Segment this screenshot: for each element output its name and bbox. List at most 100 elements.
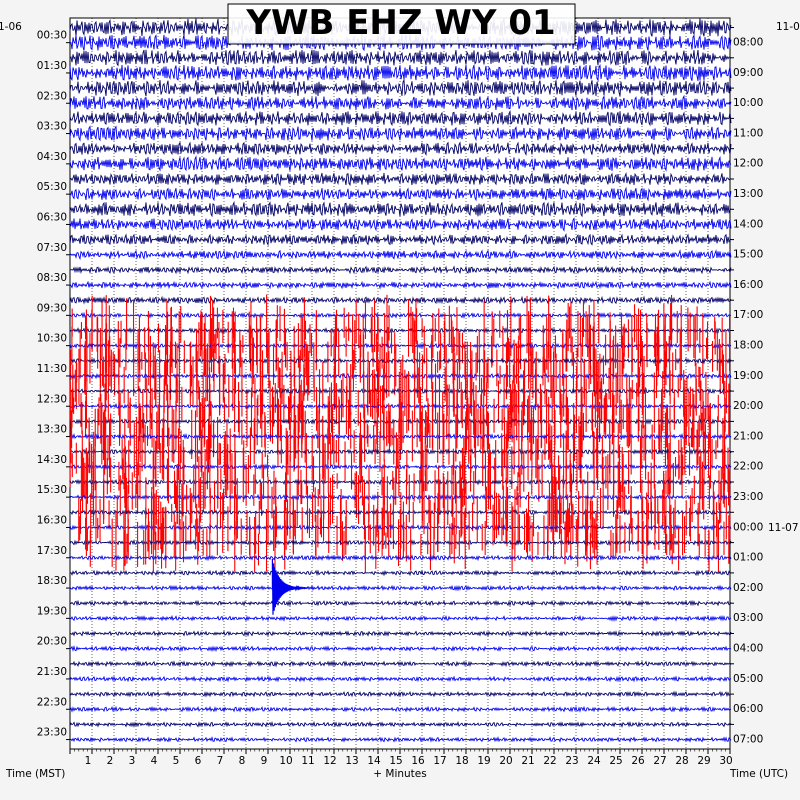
chart-title: YWB EHZ WY 01	[245, 3, 555, 43]
right-tick-label: 18:00	[733, 340, 763, 352]
minute-tick-label: 11	[301, 755, 314, 767]
minute-tick-label: 6	[195, 755, 202, 767]
seismogram-traces	[69, 17, 732, 743]
trace-line	[69, 705, 732, 713]
minute-tick-label: 15	[389, 755, 402, 767]
left-tick-label: 08:30	[37, 272, 67, 284]
left-tick-label: 16:30	[37, 514, 67, 526]
right-tick-label: 05:00	[733, 673, 763, 685]
trace-line	[69, 265, 732, 275]
left-tick-label: 01:30	[37, 60, 67, 72]
minute-tick-label: 29	[697, 755, 710, 767]
left-tick-label: 23:30	[37, 727, 67, 739]
minute-tick-label: 8	[239, 755, 246, 767]
trace-line	[69, 645, 732, 653]
left-tick-label: 21:30	[37, 666, 67, 678]
right-tick-label: 13:00	[733, 188, 763, 200]
right-tick-label: 14:00	[733, 218, 763, 230]
left-tick-label: 07:30	[37, 242, 67, 254]
trace-line	[69, 49, 732, 67]
minute-tick-label: 4	[151, 755, 158, 767]
right-tick-label: 00:00	[733, 521, 763, 533]
minute-tick-label: 2	[107, 755, 114, 767]
trace-line	[69, 720, 732, 728]
right-tick-label: 01:00	[733, 552, 763, 564]
right-tick-label: 07:00	[733, 733, 763, 745]
left-tick-label: 04:30	[37, 151, 67, 163]
left-tick-label: 10:30	[37, 333, 67, 345]
left-tick-label: 18:30	[37, 575, 67, 587]
right-tick-label: 15:00	[733, 249, 763, 261]
date-right-label: 11-0	[776, 21, 800, 33]
minute-tick-label: 24	[587, 755, 601, 767]
minute-tick-label: 22	[543, 755, 556, 767]
trace-line	[69, 630, 732, 638]
trace-line	[69, 463, 732, 471]
x-axis-label: + Minutes	[373, 768, 426, 780]
minute-tick-label: 18	[455, 755, 468, 767]
minute-tick-label: 30	[719, 755, 732, 767]
right-tick-label: 16:00	[733, 279, 763, 291]
left-tick-label: 14:30	[37, 454, 67, 466]
trace-line	[69, 554, 732, 562]
trace-line	[69, 109, 732, 127]
trace-line	[69, 249, 732, 261]
minute-tick-label: 5	[173, 755, 180, 767]
right-tick-label: 11:00	[733, 127, 763, 139]
right-tick-label: 09:00	[733, 67, 763, 79]
minute-tick-label: 28	[675, 755, 688, 767]
trace-line	[69, 295, 732, 305]
right-tick-label: 17:00	[733, 309, 763, 321]
right-tick-label: 10:00	[733, 97, 763, 109]
trace-line	[69, 78, 732, 97]
minute-tick-label: 12	[323, 755, 336, 767]
trace-line	[69, 614, 732, 622]
minute-tick-label: 19	[477, 755, 490, 767]
trace-line	[69, 675, 732, 683]
minute-tick-label: 26	[631, 755, 645, 767]
left-tick-label: 05:30	[37, 181, 67, 193]
trace-line	[69, 660, 732, 668]
minute-tick-label: 10	[279, 755, 292, 767]
trace-line	[69, 233, 732, 247]
minute-tick-label: 16	[411, 755, 425, 767]
trace-line	[69, 63, 732, 82]
minute-tick-label: 1	[85, 755, 92, 767]
trace-line	[69, 217, 732, 232]
left-tick-label: 22:30	[37, 696, 67, 708]
title-box	[227, 3, 576, 45]
left-tick-label: 19:30	[37, 605, 67, 617]
trace-line	[69, 141, 732, 157]
left-time-axis: 00:30 01:30 02:30 03:30 04:30 05:30 06:30 07:30…	[37, 30, 70, 741]
left-tick-label: 06:30	[37, 211, 67, 223]
minute-tick-label: 17	[433, 755, 446, 767]
left-axis-label: Time (MST)	[5, 768, 65, 780]
right-tick-label: 08:00	[733, 37, 763, 49]
trace-line	[69, 186, 732, 202]
left-tick-label: 15:30	[37, 484, 67, 496]
minute-tick-label: 9	[261, 755, 268, 767]
minute-tick-label: 13	[345, 755, 358, 767]
right-time-axis: 08:00 09:00 10:00 11:00 12:00 13:00 14:00 15:00…	[730, 27, 763, 745]
left-tick-label: 13:30	[37, 424, 67, 436]
date-right-next-label: 11-07	[768, 522, 799, 534]
right-tick-label: 12:00	[733, 158, 763, 170]
large-event-waveform	[271, 558, 309, 615]
minute-axis: 1 2 3 4 5 6 7 8 9 10 11 12 13 14 15 16 17 18 19 20 21 22 23 24 2…	[69, 749, 733, 767]
minute-tick-label: 14	[367, 755, 381, 767]
right-tick-label: 21:00	[733, 430, 763, 442]
right-tick-label: 06:00	[733, 703, 763, 715]
right-tick-label: 22:00	[733, 461, 763, 473]
trace-line	[69, 155, 732, 172]
right-tick-label: 20:00	[733, 400, 763, 412]
left-tick-label: 17:30	[37, 545, 67, 557]
trace-line	[69, 569, 732, 577]
trace-line	[69, 690, 731, 698]
left-tick-label: 11:30	[37, 363, 67, 375]
right-tick-label: 03:00	[733, 612, 763, 624]
minute-tick-label: 21	[521, 755, 534, 767]
right-axis-label: Time (UTC)	[729, 768, 788, 780]
left-tick-label: 02:30	[37, 90, 67, 102]
minute-tick-label: 20	[499, 755, 512, 767]
